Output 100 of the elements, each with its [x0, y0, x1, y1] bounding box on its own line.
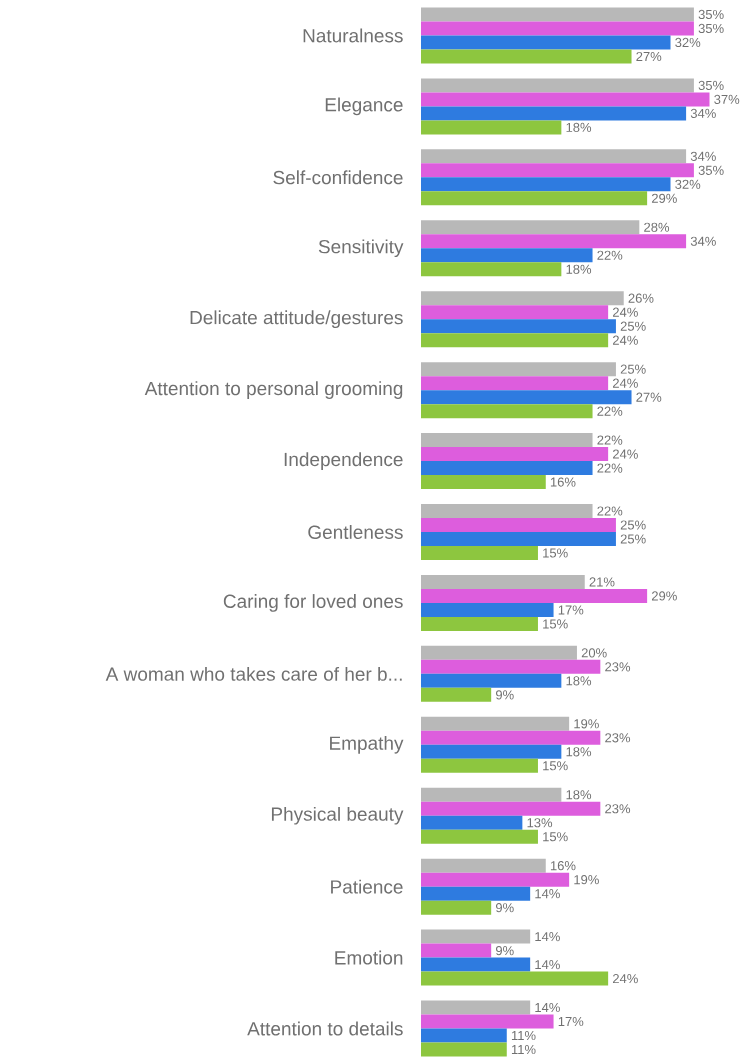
- data-label: 24%: [612, 449, 638, 459]
- bar: [421, 872, 570, 887]
- data-label: 16%: [550, 861, 576, 871]
- data-label: 35%: [698, 9, 724, 20]
- data-label: 16%: [550, 477, 576, 487]
- data-label: 15%: [543, 619, 568, 629]
- data-label: 32%: [675, 179, 701, 189]
- bar: [421, 220, 640, 235]
- data-label: 24%: [612, 378, 638, 388]
- y-tick-label: Physical beauty: [271, 806, 404, 825]
- bar: [421, 433, 593, 448]
- bar: [421, 35, 671, 50]
- bar: [421, 120, 562, 135]
- y-tick-label: Attention to personal grooming: [144, 381, 403, 399]
- bar: [421, 21, 694, 36]
- bar: [421, 1014, 554, 1029]
- bar: [421, 362, 616, 377]
- data-label: 19%: [574, 719, 599, 729]
- data-label: 18%: [566, 790, 592, 800]
- data-label: 17%: [558, 1016, 584, 1027]
- data-label: 34%: [690, 108, 716, 118]
- bar: [421, 191, 648, 206]
- bar: [421, 716, 570, 731]
- data-label: 20%: [581, 648, 607, 658]
- data-label: 23%: [605, 662, 631, 672]
- data-label: 26%: [628, 293, 654, 303]
- bar: [421, 333, 609, 348]
- y-tick-label: Self-confidence: [273, 170, 403, 185]
- bar: [421, 929, 531, 944]
- bar: [421, 616, 538, 631]
- bar: [421, 319, 616, 334]
- data-label: 25%: [620, 321, 646, 331]
- data-label: 11%: [511, 1044, 536, 1055]
- data-label: 29%: [651, 591, 677, 601]
- bar: [421, 815, 523, 830]
- bar: [421, 673, 562, 688]
- bar: [421, 149, 687, 164]
- bar: [421, 177, 671, 192]
- bar: [421, 858, 546, 873]
- data-label: 17%: [558, 605, 584, 615]
- data-label: 28%: [644, 222, 670, 232]
- y-tick-label: Elegance: [325, 97, 403, 116]
- data-label: 25%: [620, 534, 646, 544]
- bar: [421, 163, 694, 178]
- data-label: 24%: [612, 307, 638, 317]
- bar: [421, 588, 648, 603]
- bar: [421, 7, 694, 22]
- data-label: 27%: [636, 392, 662, 402]
- bar: [421, 262, 562, 277]
- data-label: 34%: [690, 236, 716, 246]
- data-label: 32%: [675, 37, 701, 48]
- bar: [421, 92, 710, 107]
- bar: [421, 1042, 507, 1057]
- bar: [421, 248, 593, 263]
- data-label: 15%: [543, 761, 568, 771]
- data-label: 18%: [566, 676, 592, 686]
- bar: [421, 943, 492, 958]
- data-label: 27%: [636, 51, 662, 62]
- bar: [421, 390, 632, 405]
- bar: [421, 787, 562, 802]
- bar: [421, 1000, 531, 1015]
- bar: [421, 602, 554, 617]
- data-label: 24%: [612, 974, 638, 984]
- y-tick-label: Patience: [331, 879, 403, 894]
- y-tick-label: A woman who takes care of her b...: [105, 666, 402, 681]
- bar: [421, 900, 492, 915]
- bar: [421, 461, 593, 476]
- bar: [421, 546, 538, 560]
- bar: [421, 744, 562, 759]
- data-label: 22%: [597, 506, 623, 516]
- data-label: 18%: [566, 264, 592, 274]
- bar: [421, 687, 492, 702]
- y-tick-label: Caring for loved ones: [223, 594, 403, 612]
- bar: [421, 106, 687, 121]
- data-label: 13%: [527, 818, 553, 828]
- data-label: 35%: [698, 23, 724, 34]
- bar: [421, 475, 546, 490]
- data-label: 11%: [511, 1030, 536, 1041]
- data-label: 29%: [651, 193, 677, 203]
- data-label: 14%: [535, 1002, 560, 1013]
- y-tick-label: Gentleness: [308, 525, 403, 539]
- data-label: 15%: [543, 832, 568, 842]
- y-tick-label: Empathy: [330, 735, 404, 754]
- data-label: 15%: [543, 548, 568, 558]
- data-label: 22%: [597, 406, 623, 416]
- y-tick-label: Naturalness: [303, 28, 403, 43]
- bar: [421, 730, 601, 745]
- y-tick-label: Emotion: [335, 950, 403, 965]
- bar: [421, 404, 593, 419]
- y-tick-label: Independence: [284, 452, 403, 470]
- data-label: 18%: [566, 122, 592, 132]
- data-label: 14%: [535, 960, 560, 970]
- bar: [421, 574, 585, 589]
- data-label: 22%: [597, 463, 623, 473]
- bar: [421, 801, 601, 816]
- bar: [421, 376, 609, 391]
- data-label: 9%: [495, 946, 514, 956]
- bar: [421, 305, 609, 320]
- data-label: 21%: [589, 577, 615, 587]
- bar: [421, 234, 687, 249]
